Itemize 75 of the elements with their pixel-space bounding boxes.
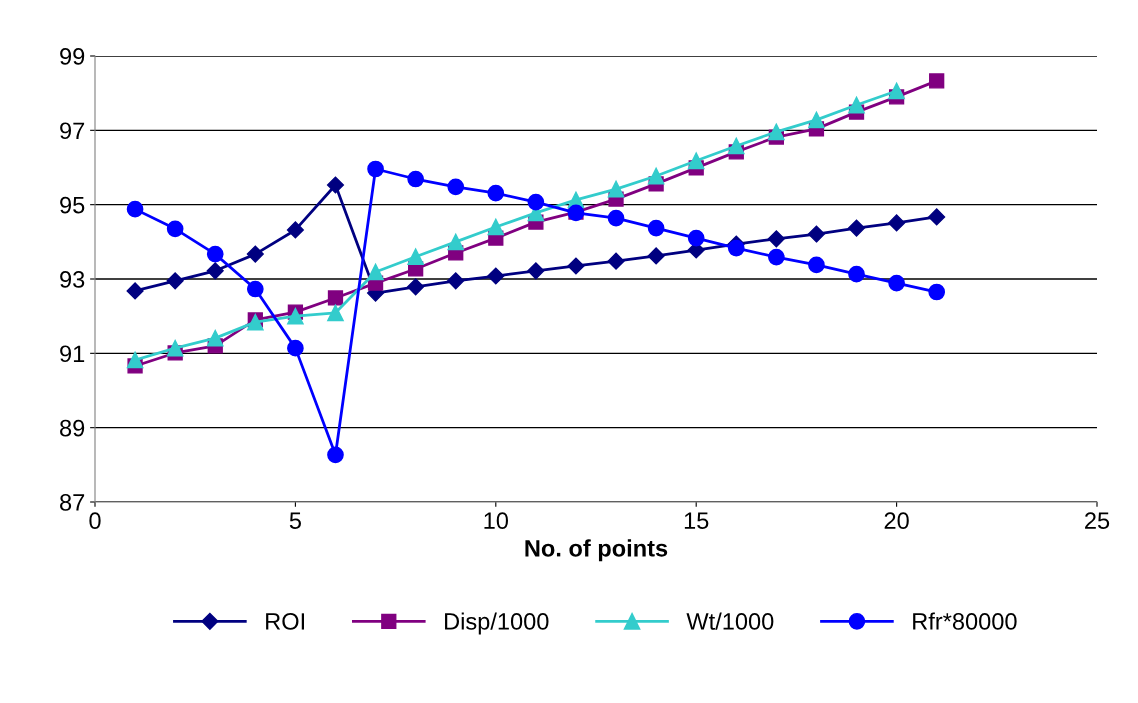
- point: [327, 446, 344, 464]
- y-tick-label: 99: [60, 48, 85, 65]
- point: [166, 339, 184, 357]
- point: [848, 265, 865, 283]
- point: [808, 256, 825, 274]
- point: [287, 339, 304, 357]
- point: [326, 176, 345, 194]
- point: [327, 304, 344, 322]
- point: [888, 214, 906, 232]
- point: [327, 290, 344, 306]
- y-tick-label: 97: [60, 122, 85, 140]
- point: [166, 272, 184, 290]
- point: [487, 184, 505, 202]
- point: [246, 245, 264, 263]
- point: [929, 73, 945, 89]
- x-tick-label: 15: [684, 512, 709, 530]
- point: [367, 160, 384, 178]
- point: [407, 170, 424, 188]
- point: [767, 230, 785, 248]
- x-tick-label: 0: [89, 512, 101, 530]
- point: [126, 200, 144, 218]
- point: [126, 351, 144, 369]
- point: [206, 245, 224, 263]
- point: [607, 209, 625, 227]
- point: [687, 152, 705, 170]
- point: [407, 248, 424, 266]
- point: [607, 180, 625, 198]
- point: [607, 252, 625, 270]
- point: [928, 208, 946, 226]
- point: [447, 178, 465, 196]
- legend-label: ROI: [266, 613, 304, 630]
- point: [727, 239, 745, 257]
- x-axis-title: No. of points: [525, 539, 668, 562]
- point: [808, 111, 825, 129]
- point: [768, 248, 785, 266]
- point: [727, 137, 745, 155]
- x-tick-label: 25: [1085, 512, 1110, 530]
- point: [928, 283, 946, 301]
- y-tick-label: 89: [60, 419, 85, 437]
- point: [447, 233, 465, 251]
- point: [567, 257, 585, 275]
- point: [527, 193, 545, 211]
- x-tick-label: 10: [484, 512, 509, 530]
- point: [768, 123, 785, 141]
- point: [848, 96, 865, 114]
- point: [487, 218, 505, 236]
- point: [847, 219, 866, 237]
- point: [367, 263, 384, 281]
- point: [647, 219, 665, 237]
- point: [206, 329, 224, 347]
- point: [487, 267, 505, 285]
- x-tick-label: 5: [289, 512, 301, 530]
- point: [647, 167, 665, 185]
- x-tick-label: 20: [884, 512, 909, 530]
- legend-label: Rfr*80000: [913, 612, 1017, 630]
- y-tick-label: 91: [60, 345, 85, 363]
- point: [246, 280, 264, 298]
- point: [527, 262, 545, 280]
- legend-label: Wt/1000: [686, 612, 774, 630]
- y-tick-label: 95: [60, 196, 85, 214]
- point: [888, 274, 905, 292]
- point: [888, 82, 905, 100]
- point: [407, 278, 425, 296]
- point: [126, 282, 144, 300]
- point: [287, 307, 304, 325]
- legend-label: Disp/1000: [445, 612, 549, 635]
- y-tick-label: 93: [60, 271, 85, 288]
- point: [286, 221, 304, 239]
- point: [687, 229, 705, 247]
- point: [447, 272, 465, 290]
- point: [647, 247, 665, 265]
- point: [206, 262, 224, 280]
- y-tick-label: 87: [60, 494, 85, 511]
- point: [166, 220, 184, 238]
- point: [807, 225, 825, 243]
